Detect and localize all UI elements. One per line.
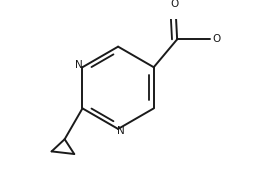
- Text: N: N: [76, 60, 83, 70]
- Text: N: N: [118, 125, 125, 135]
- Text: O: O: [171, 0, 179, 9]
- Text: O: O: [212, 33, 220, 44]
